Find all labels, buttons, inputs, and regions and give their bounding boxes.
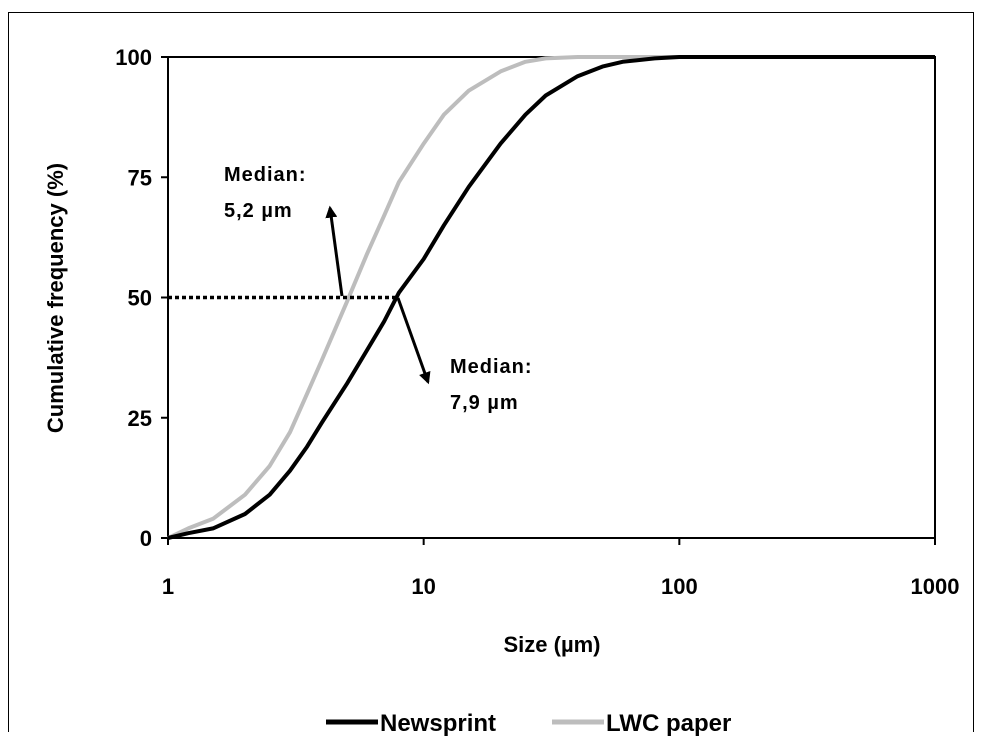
median-2-arrow: [396, 297, 431, 385]
x-tick-label: 100: [661, 574, 698, 599]
median-2-label-line2: 7,9 µm: [450, 392, 519, 414]
legend-label-newsprint: Newsprint: [380, 710, 496, 737]
y-axis-title: Cumulative frequency (%): [43, 163, 68, 433]
chart-frame: [8, 12, 974, 732]
series-layer: [167, 55, 935, 540]
y-tick-label: 25: [128, 406, 152, 431]
y-tick-label: 50: [128, 286, 152, 311]
x-tick-label: 1: [162, 574, 174, 599]
median-1-arrow: [325, 205, 344, 297]
x-tick-label: 10: [411, 574, 435, 599]
median-1-label-line1: Median:: [224, 164, 307, 186]
y-tick-label: 100: [115, 45, 152, 70]
median-1-label-line2: 5,2 µm: [224, 200, 293, 222]
y-tick-label: 75: [128, 165, 152, 190]
legend-label-lwc-paper: LWC paper: [606, 710, 731, 737]
series-line-lwc-paper: [167, 55, 935, 540]
legend: Newsprint LWC paper: [326, 710, 731, 737]
x-tick-label: 1000: [911, 574, 960, 599]
y-tick-label: 0: [140, 526, 152, 551]
x-axis-title: Size (µm): [503, 632, 600, 657]
median-2-label-line1: Median:: [450, 356, 533, 378]
y-axis-ticks: 0 25 50 75 100: [115, 45, 168, 551]
x-axis-ticks: 1 10 100 1000: [162, 538, 960, 599]
series-line-newsprint: [167, 55, 935, 540]
